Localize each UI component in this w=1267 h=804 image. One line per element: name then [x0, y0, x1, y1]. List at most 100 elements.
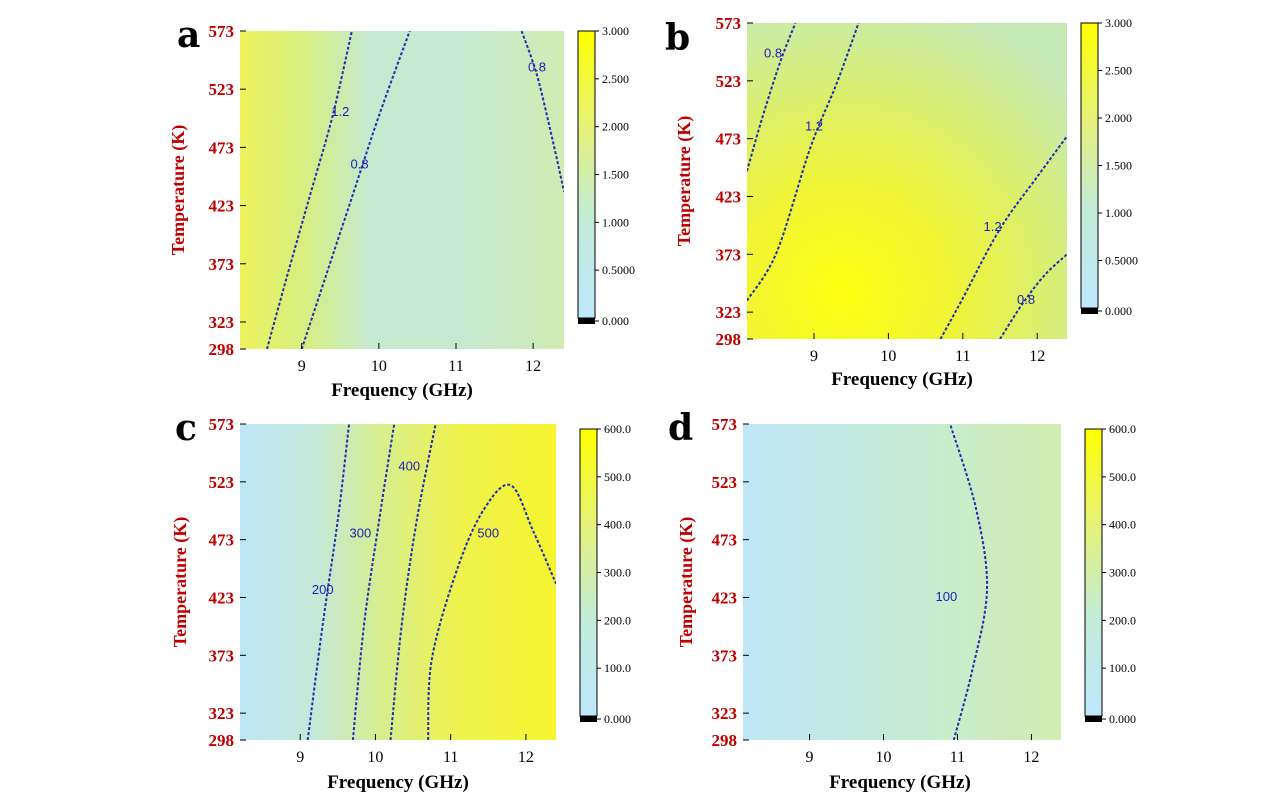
panel-d: d 100 9 10 11 12 298 323 373 423 473 523 573 Freq… — [668, 407, 1136, 793]
contour-label-d-0: 100 — [936, 589, 958, 604]
y-tick-label-a-2: 373 — [209, 255, 235, 274]
colorbar-tick-label-b-4: 2.000 — [1105, 111, 1132, 125]
y-tick-label-a-1: 323 — [209, 313, 235, 332]
y-tick-label-d-0: 298 — [712, 731, 738, 750]
colorbar-tick-label-b-2: 1.000 — [1105, 206, 1132, 220]
colorbar-gradient-b — [1080, 22, 1099, 309]
x-tick-label-a-1: 10 — [371, 358, 387, 375]
colorbar-under-c — [580, 716, 597, 722]
y-ticks-c: 298 323 373 423 473 523 573 — [209, 415, 246, 750]
x-tick-label-a-0: 9 — [298, 358, 306, 375]
y-tick-label-a-4: 473 — [209, 138, 235, 157]
x-tick-label-a-2: 11 — [448, 358, 463, 375]
x-ticks-b: 9 10 11 12 — [810, 333, 1045, 365]
colorbar-under-d — [1085, 716, 1102, 722]
panel-c: c 200 300 400 500 9 10 11 12 298 323 373 423 473 52… — [170, 407, 631, 793]
x-tick-label-b-3: 12 — [1029, 348, 1045, 365]
y-tick-label-d-1: 323 — [712, 704, 738, 723]
colorbar-tick-label-d-6: 600.0 — [1109, 422, 1136, 436]
y-tick-label-c-2: 373 — [209, 646, 235, 665]
y-axis-label-a: Temperature (K) — [168, 125, 189, 255]
y-tick-label-a-3: 423 — [209, 197, 235, 216]
contours-b: 0.8 1.2 1.2 0.8 — [747, 23, 1067, 339]
contour-label-b-3: 0.8 — [1017, 292, 1035, 307]
y-tick-label-b-6: 573 — [716, 14, 742, 33]
contour-line-a-1 — [300, 31, 411, 349]
x-tick-label-c-3: 12 — [518, 749, 534, 766]
y-axis-label-c: Temperature (K) — [170, 517, 191, 647]
y-tick-label-d-3: 423 — [712, 588, 738, 607]
contour-label-a-0: 1.2 — [331, 104, 349, 119]
x-ticks-c: 9 10 11 12 — [296, 734, 534, 766]
colorbar-tick-label-c-3: 300.0 — [604, 566, 631, 580]
contour-line-b-2 — [939, 135, 1067, 339]
colorbar-c: 0.000 100.0 200.0 300.0 400.0 500.0 600.0 — [579, 422, 631, 726]
colorbar-tick-label-d-4: 400.0 — [1109, 518, 1136, 532]
colorbar-tick-label-a-1: 0.5000 — [602, 263, 635, 277]
x-tick-label-c-0: 9 — [296, 749, 304, 766]
x-axis-label-a: Frequency (GHz) — [331, 380, 473, 401]
colorbar-b: 0.000 0.5000 1.000 1.500 2.000 2.500 3.000 — [1080, 16, 1138, 318]
x-axis-label-b: Frequency (GHz) — [831, 369, 973, 390]
contour-label-c-1: 300 — [350, 525, 372, 540]
x-tick-label-b-1: 10 — [880, 348, 896, 365]
colorbar-tick-label-b-5: 2.500 — [1105, 64, 1132, 78]
y-ticks-b: 298 323 373 423 473 523 573 — [716, 14, 753, 349]
colorbar-tick-label-d-0: 0.000 — [1109, 712, 1136, 726]
panel-letter-b: b — [665, 17, 690, 59]
y-tick-label-b-5: 523 — [716, 72, 742, 91]
panel-letter-d: d — [668, 407, 693, 449]
x-tick-label-b-2: 11 — [955, 348, 970, 365]
x-tick-label-d-2: 11 — [950, 749, 965, 766]
x-tick-label-a-3: 12 — [525, 358, 541, 375]
contour-label-c-0: 200 — [312, 582, 334, 597]
contour-label-c-2: 400 — [398, 458, 420, 473]
colorbar-tick-label-c-4: 400.0 — [604, 518, 631, 532]
colorbar-tick-label-c-1: 100.0 — [604, 661, 631, 675]
x-tick-label-c-2: 11 — [443, 749, 458, 766]
colorbar-tick-label-a-6: 3.000 — [602, 24, 629, 38]
x-ticks-a: 9 10 11 12 — [298, 343, 541, 375]
x-axis-label-c: Frequency (GHz) — [327, 772, 469, 793]
contour-line-c-0 — [306, 424, 351, 740]
contour-line-a-0 — [266, 31, 353, 349]
colorbar-tick-label-c-0: 0.000 — [604, 712, 631, 726]
contour-line-b-0 — [747, 23, 797, 172]
colorbar-tick-label-c-6: 600.0 — [604, 422, 631, 436]
colorbar-tick-label-a-0: 0.000 — [602, 314, 629, 328]
x-ticks-d: 9 10 11 12 — [806, 734, 1039, 766]
y-tick-label-c-1: 323 — [209, 704, 235, 723]
colorbar-tick-label-c-5: 500.0 — [604, 470, 631, 484]
heatmap-c — [240, 424, 556, 740]
y-tick-label-b-4: 473 — [716, 130, 742, 149]
colorbar-tick-label-a-3: 1.500 — [602, 168, 629, 182]
y-tick-label-a-6: 573 — [209, 22, 235, 41]
y-tick-label-c-4: 473 — [209, 531, 235, 550]
y-tick-label-b-3: 423 — [716, 187, 742, 206]
y-tick-label-d-2: 373 — [712, 646, 738, 665]
y-tick-label-c-3: 423 — [209, 588, 235, 607]
contour-label-a-1: 0.8 — [351, 156, 369, 171]
y-tick-label-d-5: 523 — [712, 473, 738, 492]
x-tick-label-d-3: 12 — [1023, 749, 1039, 766]
y-ticks-a: 298 323 373 423 473 523 573 — [209, 22, 246, 359]
y-tick-label-d-4: 473 — [712, 531, 738, 550]
colorbar-tick-label-c-2: 200.0 — [604, 613, 631, 627]
heatmap-a — [240, 31, 564, 349]
x-tick-label-b-0: 9 — [810, 348, 818, 365]
contour-label-a-2: 0.8 — [528, 60, 546, 75]
colorbar-gradient-d — [1084, 428, 1103, 717]
colorbar-d: 0.000 100.0 200.0 300.0 400.0 500.0 600.0 — [1084, 422, 1136, 726]
colorbar-tick-label-b-6: 3.000 — [1105, 16, 1132, 30]
contour-label-b-1: 1.2 — [805, 119, 823, 134]
colorbar-tick-label-b-1: 0.5000 — [1105, 254, 1138, 268]
contours-a: 1.2 0.8 0.8 — [266, 31, 564, 349]
contour-label-c-3: 500 — [477, 525, 499, 540]
contour-line-c-3 — [427, 483, 556, 740]
contour-line-c-1 — [351, 424, 396, 740]
x-tick-label-d-0: 9 — [806, 749, 814, 766]
colorbar-tick-label-d-5: 500.0 — [1109, 470, 1136, 484]
colorbar-gradient-c — [579, 428, 598, 717]
y-axis-label-d: Temperature (K) — [676, 517, 697, 647]
